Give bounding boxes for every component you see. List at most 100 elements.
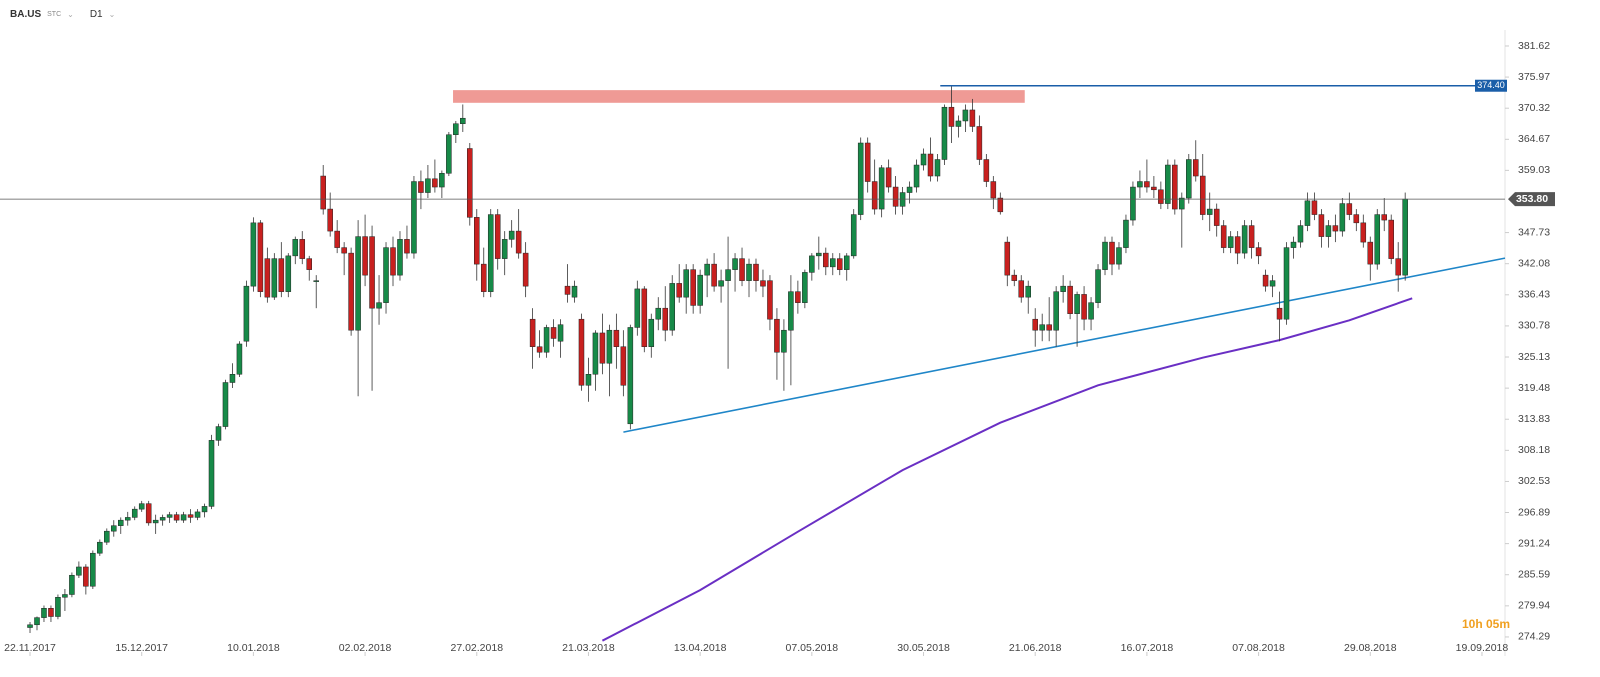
x-tick-label: 29.08.2018 (1344, 642, 1397, 654)
candle-body (536, 346, 543, 353)
candle-body (90, 552, 96, 587)
candle-body (313, 280, 319, 282)
dropdown[interactable]: ⌄ (67, 10, 74, 19)
candle-body (634, 288, 641, 328)
candle-body (857, 142, 864, 215)
candle-body (850, 214, 857, 257)
candle-body (397, 239, 403, 276)
candle-body (669, 283, 675, 331)
candle-body (920, 153, 927, 166)
y-tick-label: 302.53 (1518, 475, 1550, 487)
x-tick-label: 30.05.2018 (897, 642, 950, 654)
timer: 10h 05m (1462, 617, 1510, 631)
sma-line (601, 297, 1413, 642)
candle-body (564, 285, 571, 295)
candle-body (1248, 225, 1255, 248)
candle-body (1158, 189, 1164, 204)
candle-body (1179, 197, 1185, 210)
candle-body (1374, 214, 1381, 265)
candle-body (934, 159, 941, 177)
y-tick-label: 359.03 (1518, 164, 1550, 176)
candle-body (620, 346, 627, 386)
candle-body (1123, 219, 1129, 248)
candle-body (1186, 159, 1192, 199)
candle-body (1381, 214, 1387, 221)
candle-body (760, 280, 766, 287)
candle-body (725, 269, 731, 281)
candle-body (1395, 258, 1401, 276)
candle-body (1011, 274, 1018, 281)
y-tick-label: 285.59 (1518, 569, 1550, 581)
candle-body (990, 181, 997, 199)
candle-body (836, 258, 843, 270)
candle-body (557, 324, 564, 342)
candle-body (341, 247, 347, 254)
y-tick-label: 330.78 (1518, 320, 1550, 332)
candle-body (494, 214, 501, 259)
x-tick-label: 10.01.2018 (227, 642, 280, 654)
resistance-zone (453, 90, 1025, 103)
candle-body (104, 530, 110, 543)
candle-body (683, 269, 689, 298)
candle-body (976, 126, 983, 160)
candle-body (613, 329, 620, 347)
tag: STC (47, 11, 62, 18)
candle-body (159, 517, 166, 521)
candle-body (508, 230, 515, 240)
candle-body (732, 258, 738, 270)
candle-body (83, 566, 89, 587)
candle-body (257, 222, 264, 292)
candle-body (222, 382, 229, 427)
candle-body (1332, 225, 1339, 232)
candle-body (1102, 241, 1108, 270)
candle-body (27, 624, 33, 628)
candle-body (606, 329, 613, 364)
candle-body (1360, 222, 1367, 243)
candle-body (802, 272, 808, 303)
candle-body (383, 247, 389, 303)
candle-body (1018, 280, 1025, 298)
candle-body (76, 566, 82, 576)
candle-body (830, 258, 836, 268)
candle-body (1046, 324, 1052, 331)
trend-line (623, 257, 1506, 433)
candle-body (843, 255, 850, 270)
dropdown[interactable]: ⌄ (108, 10, 116, 19)
candle-body (1004, 241, 1011, 276)
candle-body (1297, 225, 1304, 243)
candle-body (1025, 285, 1031, 298)
candle-body (1234, 236, 1241, 254)
candle-body (718, 280, 724, 287)
candle-body (278, 258, 285, 292)
y-tick-label: 375.97 (1518, 71, 1550, 83)
candle-body (173, 514, 180, 521)
candle-body (1353, 214, 1360, 224)
candle-body (1269, 280, 1276, 287)
candle-body (271, 258, 278, 298)
candle-body (592, 332, 599, 375)
timeframe[interactable]: D1 (89, 9, 103, 20)
candle-body (1206, 208, 1213, 215)
candle-body (1081, 294, 1087, 320)
candle-body (641, 288, 648, 347)
candle-body (1290, 241, 1297, 248)
candle-body (1213, 208, 1220, 226)
candle-body (243, 285, 250, 342)
candle-body (662, 307, 669, 331)
candle-body (543, 327, 550, 353)
candle-body (655, 307, 662, 320)
candle-body (788, 291, 794, 331)
candle-body (418, 181, 424, 193)
candle-body (41, 608, 47, 618)
candle-body (501, 239, 508, 259)
candle-body (1193, 159, 1199, 177)
symbol[interactable]: BA.US (10, 9, 42, 20)
y-tick-label: 370.32 (1518, 102, 1550, 114)
price-label: 374.40 (1477, 80, 1505, 90)
candle-body (320, 175, 326, 210)
candle-body (571, 285, 578, 298)
x-tick-label: 19.09.2018 (1456, 642, 1509, 654)
candle-body (795, 291, 801, 303)
